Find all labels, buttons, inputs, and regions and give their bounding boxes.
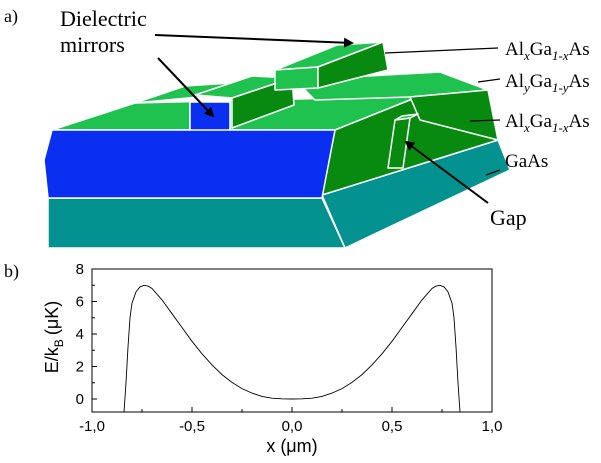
device-diagram bbox=[43, 41, 511, 249]
dielectric-arrow-right bbox=[154, 34, 354, 48]
x-tick-label: 0,5 bbox=[382, 418, 403, 435]
plot-frame bbox=[91, 268, 493, 413]
left-ridge-front-face bbox=[189, 101, 231, 131]
top-layer-leader bbox=[384, 47, 499, 54]
y-tick-label: 2 bbox=[76, 359, 84, 376]
dielectric-label-line2: mirrors bbox=[60, 32, 125, 57]
top-layer-label: AlxGa1-xAs bbox=[505, 39, 590, 63]
middle-layer-label: AlyGa1-yAs bbox=[505, 71, 590, 95]
x-tick-label: -0,5 bbox=[179, 418, 205, 435]
right-mirror-side bbox=[317, 41, 389, 89]
right-mirror-front bbox=[274, 66, 319, 91]
x-tick-label: -1,0 bbox=[79, 418, 105, 435]
y-tick-label: 8 bbox=[76, 261, 84, 278]
bottom-layer-label: AlxGa1-xAs bbox=[505, 111, 590, 135]
bottom-layer-leader bbox=[469, 119, 501, 122]
y-axis-label: E/kB(μK) bbox=[42, 301, 66, 373]
dielectric-arrow-down bbox=[157, 57, 215, 118]
x-axis-label: x (μm) bbox=[266, 436, 317, 456]
y-tick-label: 6 bbox=[76, 294, 84, 311]
y-tick-label: 0 bbox=[76, 391, 84, 408]
y-tick-label: 4 bbox=[76, 326, 84, 343]
dielectric-label-line1: Dielectric bbox=[60, 6, 147, 31]
substrate-front-face bbox=[47, 197, 346, 249]
substrate-label: GaAs bbox=[505, 151, 548, 172]
gap-top-face bbox=[394, 113, 419, 121]
x-tick-label: 1,0 bbox=[482, 418, 503, 435]
gap-arrow bbox=[404, 140, 489, 204]
middle-layer-leader bbox=[477, 78, 501, 83]
panel-a-label: a) bbox=[4, 6, 18, 27]
right-middle-side-face bbox=[409, 89, 499, 141]
panel-b-label: b) bbox=[4, 261, 19, 282]
gap-label: Gap bbox=[490, 205, 527, 230]
energy-curve bbox=[123, 284, 461, 413]
substrate-leader bbox=[485, 169, 501, 176]
energy-plot: -1,0 -0,5 0,0 0,5 1,0 0 2 4 6 8 bbox=[76, 261, 503, 435]
x-tick-label: 0,0 bbox=[282, 418, 303, 435]
